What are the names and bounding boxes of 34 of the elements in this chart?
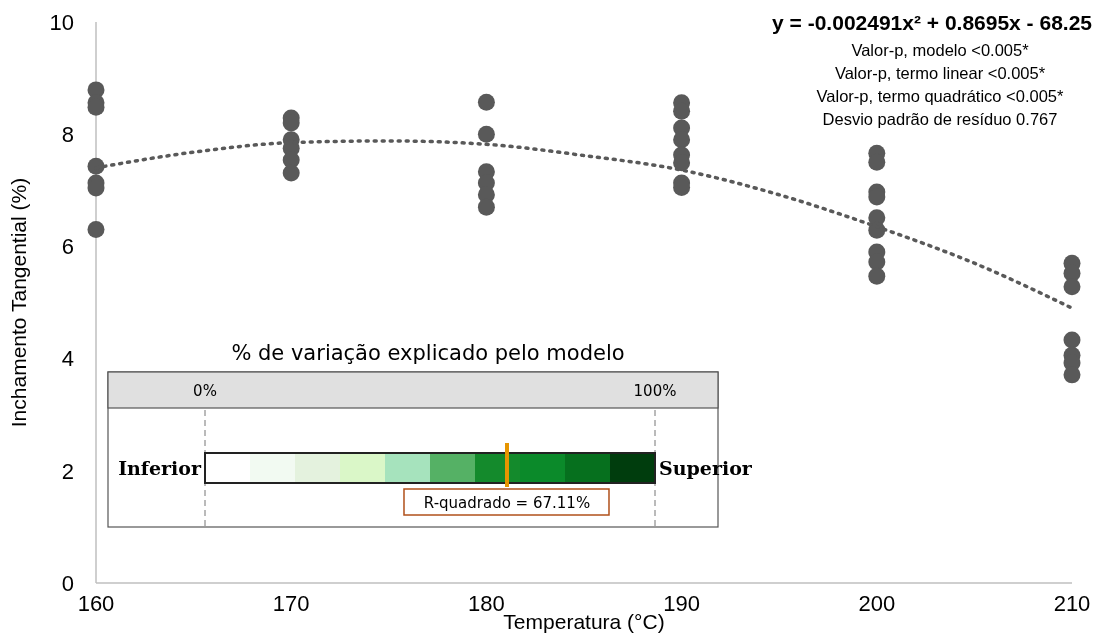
annotation: Desvio padrão de resíduo 0.767 (822, 110, 1058, 128)
point (1063, 278, 1081, 296)
annotation: y = -0.002491x² + 0.8695x - 68.25 (772, 11, 1093, 34)
point (477, 125, 495, 143)
x-tick-label: 170 (272, 591, 310, 616)
y-tick-label: 6 (61, 234, 74, 260)
x-tick-label: 180 (468, 591, 505, 616)
annotation: Inferior (118, 457, 202, 479)
y-tick-label: 10 (49, 9, 74, 35)
point (1063, 331, 1081, 349)
annotation: Superior (659, 457, 753, 479)
x-tick-label: 160 (77, 591, 115, 616)
annotation: Valor-p, termo linear <0.005* (834, 64, 1046, 82)
point (673, 131, 691, 149)
x-tick-label: 210 (1053, 591, 1091, 616)
annotation: % de variação explicado pelo modelo (231, 341, 625, 365)
annotation: Valor-p, modelo <0.005* (851, 41, 1030, 59)
y-tick-label: 0 (61, 570, 74, 596)
y-tick-label: 4 (61, 346, 74, 372)
x-tick-label: 200 (858, 591, 896, 616)
y-tick-label: 8 (61, 121, 74, 147)
point (868, 267, 886, 285)
x-tick-label: 190 (663, 591, 700, 616)
y-tick-label: 2 (61, 458, 74, 484)
annotation: Valor-p, termo quadrático <0.005* (816, 87, 1065, 105)
point (1063, 366, 1081, 384)
point (477, 93, 495, 111)
annotation: 100% (633, 382, 677, 400)
x-axis-title: Temperatura (°C) (503, 610, 665, 633)
annotation: R-quadrado = 67.11% (423, 494, 591, 512)
y-axis-title: Inchamento Tangential (%) (7, 177, 30, 428)
point (87, 221, 105, 239)
annotation: 0% (193, 382, 217, 400)
point (282, 164, 300, 182)
